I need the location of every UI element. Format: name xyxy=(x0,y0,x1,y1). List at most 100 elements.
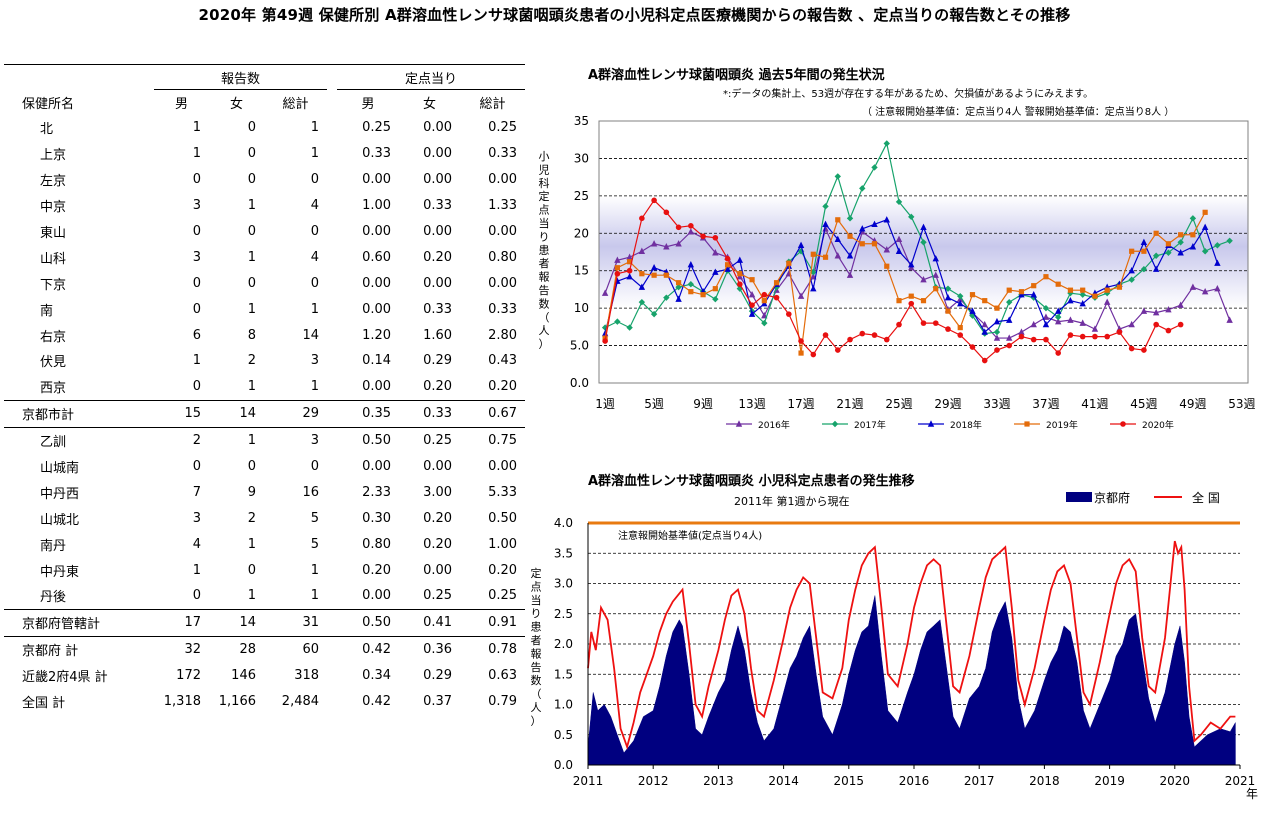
chart1-data-point xyxy=(932,255,939,262)
chart1-data-point xyxy=(663,243,670,250)
cell-female: 1 xyxy=(247,379,256,395)
cell-female: 1 xyxy=(209,426,264,454)
chart1-data-point xyxy=(896,298,902,304)
chart1-ylabel-char: 定 xyxy=(539,189,550,203)
chart1-data-point xyxy=(1006,342,1013,349)
chart1-data-point xyxy=(1018,333,1025,340)
chart1-ytick-label: 15 xyxy=(574,264,589,278)
chart1-data-point xyxy=(1165,249,1172,256)
chart1-data-point xyxy=(1201,248,1209,255)
cell-female: 1 xyxy=(247,588,256,604)
table-row: 北 1 0 1 0.25 0.00 0.25 xyxy=(4,115,525,141)
chart1-data-point xyxy=(1042,320,1050,328)
cell-total: 1 xyxy=(310,120,320,136)
chart1-data-point xyxy=(994,347,1000,353)
chart1-data-point xyxy=(981,357,988,364)
cell-female-per: 0.00 xyxy=(423,120,453,136)
chart2-ytick-label: 2.5 xyxy=(554,607,573,621)
cell-female-per: 0.20 xyxy=(423,379,453,395)
chart1-data-point xyxy=(944,293,952,301)
chart1-legend-label: 2016年 xyxy=(758,419,790,431)
chart1-data-point xyxy=(1141,248,1147,254)
table-row: 京都府 計 32 28 60 0.42 0.36 0.78 xyxy=(4,635,526,663)
cell-total-per: 1.33 xyxy=(488,198,518,214)
chart1-data-point xyxy=(712,234,719,241)
chart2-ytick-label: 2.0 xyxy=(554,637,573,651)
cell-male-per: 0.42 xyxy=(337,688,400,716)
chart1-data-point xyxy=(1104,333,1110,340)
chart1-data-point xyxy=(1214,284,1221,292)
chart1-data-point xyxy=(650,240,658,247)
cell-male: 17 xyxy=(154,608,209,637)
cell-male-per: 1.00 xyxy=(362,198,392,214)
report-table: 報告数 定点当り 保健所名 男 女 総計 男 女 総計 北 1 0 1 0.25 0.00… xyxy=(4,64,526,716)
cell-male: 1 xyxy=(192,353,201,369)
chart1-data-point xyxy=(797,292,805,299)
chart1-data-point xyxy=(1153,321,1159,328)
cell-male: 0 xyxy=(192,379,201,395)
chart1-data-point xyxy=(847,336,853,343)
cell-female-per: 0.29 xyxy=(423,668,453,684)
chart1-data-point xyxy=(761,298,767,304)
cell-total-per: 0.25 xyxy=(488,120,518,136)
cell-male: 172 xyxy=(176,668,201,684)
chart1-data-point xyxy=(1054,317,1062,325)
chart1-data-point xyxy=(614,256,621,263)
row-name: 京都市計 xyxy=(4,399,154,428)
chart1-threshold-note: （ 注意報開始基準値：定点当り4人 警報開始基準値：定点当り8人 ） xyxy=(862,105,1174,118)
chart1-ylabel-char: 小 xyxy=(539,150,550,163)
chart1-data-point xyxy=(883,140,890,147)
chart1-data-point xyxy=(883,336,890,343)
chart1-data-point xyxy=(1091,325,1099,332)
chart1-data-point xyxy=(651,272,657,278)
row-name: 東山 xyxy=(40,226,67,241)
cell-female-per: 0.33 xyxy=(423,198,453,214)
cell-total-per: 0.33 xyxy=(488,146,518,162)
chart1-band xyxy=(599,195,1248,309)
cell-total: 1 xyxy=(310,562,320,578)
cell-total: 31 xyxy=(264,608,328,637)
cell-female: 1 xyxy=(247,301,256,317)
chart1-data-point xyxy=(945,326,951,332)
chart1-data-point xyxy=(982,298,988,304)
row-name: 山城北 xyxy=(40,512,80,528)
cell-female: 2 xyxy=(247,353,256,369)
chart1-data-point xyxy=(1128,320,1135,328)
chart1-data-point xyxy=(749,277,755,283)
chart1-data-point xyxy=(650,264,658,271)
chart1-ylabel-char: 者 xyxy=(539,257,550,270)
cell-total: 3 xyxy=(264,426,328,454)
row-name: 近畿2府4県 計 xyxy=(22,670,108,686)
chart1-xtick-label: 9週 xyxy=(693,397,713,411)
cell-total: 16 xyxy=(302,484,320,500)
chart2-xtick-label: 2020 xyxy=(1160,774,1191,788)
cell-female-per: 0.20 xyxy=(423,510,453,526)
chart1-data-point xyxy=(1201,287,1209,295)
chart1-data-point xyxy=(1177,321,1184,328)
chart1-data-point xyxy=(688,223,694,229)
table-row: 中丹東 1 0 1 0.20 0.00 0.20 xyxy=(4,557,525,583)
chart1-ylabel-char: 科 xyxy=(539,176,550,190)
cell-female: 14 xyxy=(209,608,264,637)
chart1-data-point xyxy=(846,271,854,278)
chart1-data-point xyxy=(1006,287,1012,293)
chart1-data-point xyxy=(994,305,1000,311)
chart1-data-point xyxy=(737,271,743,277)
cell-female-per: 3.00 xyxy=(423,484,453,500)
cell-male: 4 xyxy=(192,536,201,552)
cell-male-per: 0.50 xyxy=(337,426,400,454)
chart1-data-point xyxy=(884,263,890,269)
chart1-data-point xyxy=(908,293,914,299)
chart1-data-point xyxy=(859,225,866,232)
cell-total: 318 xyxy=(294,668,320,684)
chart1-data-point xyxy=(1152,252,1160,259)
table-row: 中丹西 7 9 16 2.33 3.00 5.33 xyxy=(4,479,525,505)
chart1-data-point xyxy=(834,252,841,259)
chart1-data-point xyxy=(1129,248,1135,254)
chart1-data-point xyxy=(1092,333,1098,340)
chart1-data-point xyxy=(895,235,903,242)
chart1-ylabel-char: 報 xyxy=(539,271,550,284)
chart2-ylabel-char: 報 xyxy=(531,647,542,660)
chart1-data-point xyxy=(724,255,731,262)
cell-total-per: 0.00 xyxy=(488,224,518,239)
